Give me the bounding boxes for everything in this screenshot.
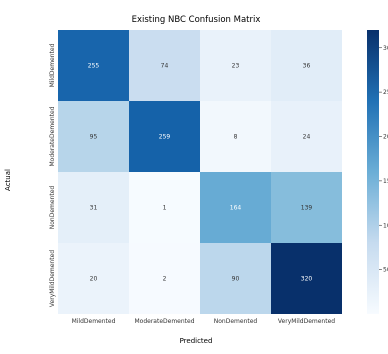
x-tick-label: ModerateDemented [134,318,194,325]
cell-value: 90 [232,276,240,283]
colorbar [367,30,379,314]
heatmap-cell [58,101,129,172]
cell-value: 95 [90,134,98,141]
x-tick-labels: MildDemented ModerateDemented NonDemented V… [72,318,336,325]
x-tick-label: MildDemented [72,318,116,325]
heatmap-cell [58,172,129,243]
heatmap-cell [200,101,271,172]
heatmap-cell [129,101,200,172]
x-tick-label: NonDemented [214,318,258,325]
heatmap-cell [271,243,342,314]
cell-value: 24 [303,134,311,141]
chart-title: Existing NBC Confusion Matrix [132,15,261,25]
cell-value: 36 [303,63,311,70]
cell-value: 255 [88,63,100,70]
cell-value: 2 [163,276,167,283]
cell-value: 139 [301,205,313,212]
y-axis-label: Actual [4,169,12,191]
colorbar-tick-label: 100 [383,222,388,229]
colorbar-ticks: 50 100 150 200 250 300 [379,45,388,274]
heatmap-cell [271,172,342,243]
heatmap-cell [200,243,271,314]
cell-value: 164 [230,205,242,212]
colorbar-tick-label: 150 [383,178,388,185]
cell-value: 74 [161,63,169,70]
heatmap-cell [58,30,129,101]
y-tick-labels: MildDemented ModerateDemented NonDemented V… [49,43,56,307]
heatmap-cell [58,243,129,314]
cell-value: 23 [232,63,240,70]
heatmap-cell [200,172,271,243]
x-tick-label: VeryMildDemented [278,318,335,325]
cell-value: 8 [234,134,238,141]
cell-value: 20 [90,276,98,283]
heatmap-cell [129,172,200,243]
y-tick-label: ModerateDemented [49,106,56,166]
cell-value: 259 [159,134,171,141]
heatmap-cells: 255 74 23 36 95 259 8 24 31 1 164 139 20 2 90 320 [58,30,342,314]
heatmap-cell [129,30,200,101]
colorbar-tick-label: 250 [383,89,388,96]
y-tick-label: MildDemented [49,43,56,87]
cell-value: 31 [90,205,98,212]
colorbar-tick-label: 200 [383,134,388,141]
x-axis-label: Predicted [180,337,213,345]
colorbar-tick-label: 50 [383,267,388,274]
heatmap-cell [200,30,271,101]
colorbar-tick-label: 300 [383,45,388,52]
heatmap-cell [129,243,200,314]
y-tick-label: NonDemented [49,186,56,230]
heatmap-cell [271,30,342,101]
cell-value: 320 [301,276,313,283]
cell-value: 1 [163,205,167,212]
y-tick-label: VeryMildDemented [49,250,56,307]
heatmap-cell [271,101,342,172]
